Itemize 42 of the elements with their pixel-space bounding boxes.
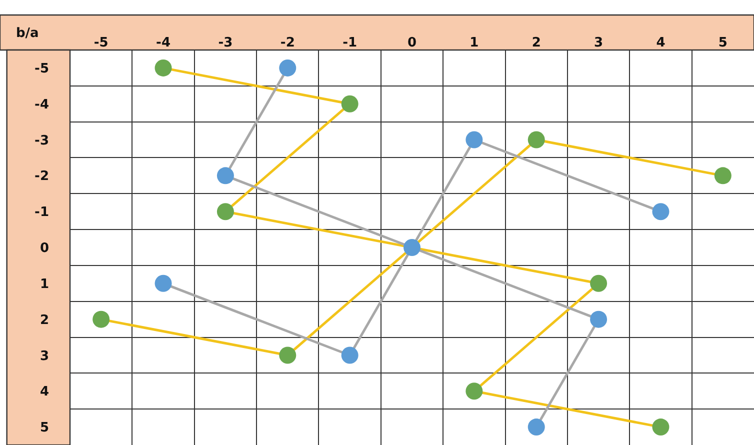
x-tick-label: 2 — [532, 35, 541, 50]
point — [341, 346, 358, 364]
point — [466, 131, 483, 148]
y-tick-label: -3 — [34, 133, 49, 148]
point — [466, 382, 483, 400]
point — [92, 310, 110, 328]
point — [714, 167, 732, 184]
y-tick-label: 1 — [40, 276, 49, 292]
x-tick-label: 5 — [718, 35, 728, 50]
x-tick-label: 3 — [594, 35, 604, 50]
x-tick-label: 0 — [407, 35, 417, 50]
point — [279, 346, 296, 364]
y-tick-label: -2 — [34, 169, 49, 184]
x-tick-label: -4 — [156, 35, 170, 50]
point — [154, 274, 172, 292]
point — [590, 310, 608, 328]
text: b/a — [16, 26, 39, 41]
x-tick-label: 4 — [656, 35, 666, 50]
y-tick-label: -4 — [34, 97, 49, 112]
point — [279, 59, 296, 76]
point — [652, 203, 670, 220]
point — [216, 167, 234, 184]
y-tick-label: -1 — [34, 205, 49, 220]
point — [528, 131, 545, 148]
point — [528, 418, 545, 436]
y-tick-label: 3 — [40, 348, 49, 364]
x-tick-label: -5 — [94, 35, 108, 50]
point — [652, 418, 670, 436]
point — [341, 95, 358, 112]
y-tick-label: 0 — [40, 241, 49, 256]
point — [404, 239, 420, 256]
point — [216, 203, 234, 220]
y-tick-label: 4 — [40, 384, 49, 400]
point — [154, 59, 172, 76]
point — [590, 274, 608, 292]
y-tick-label: -5 — [34, 62, 49, 76]
x-tick-label: -2 — [280, 35, 295, 50]
x-tick-label: -3 — [218, 35, 233, 50]
x-tick-label: 1 — [470, 35, 479, 50]
x-tick-label: -1 — [342, 35, 358, 50]
y-tick-label: 2 — [40, 312, 49, 328]
y-tick-label: 5 — [40, 420, 49, 436]
